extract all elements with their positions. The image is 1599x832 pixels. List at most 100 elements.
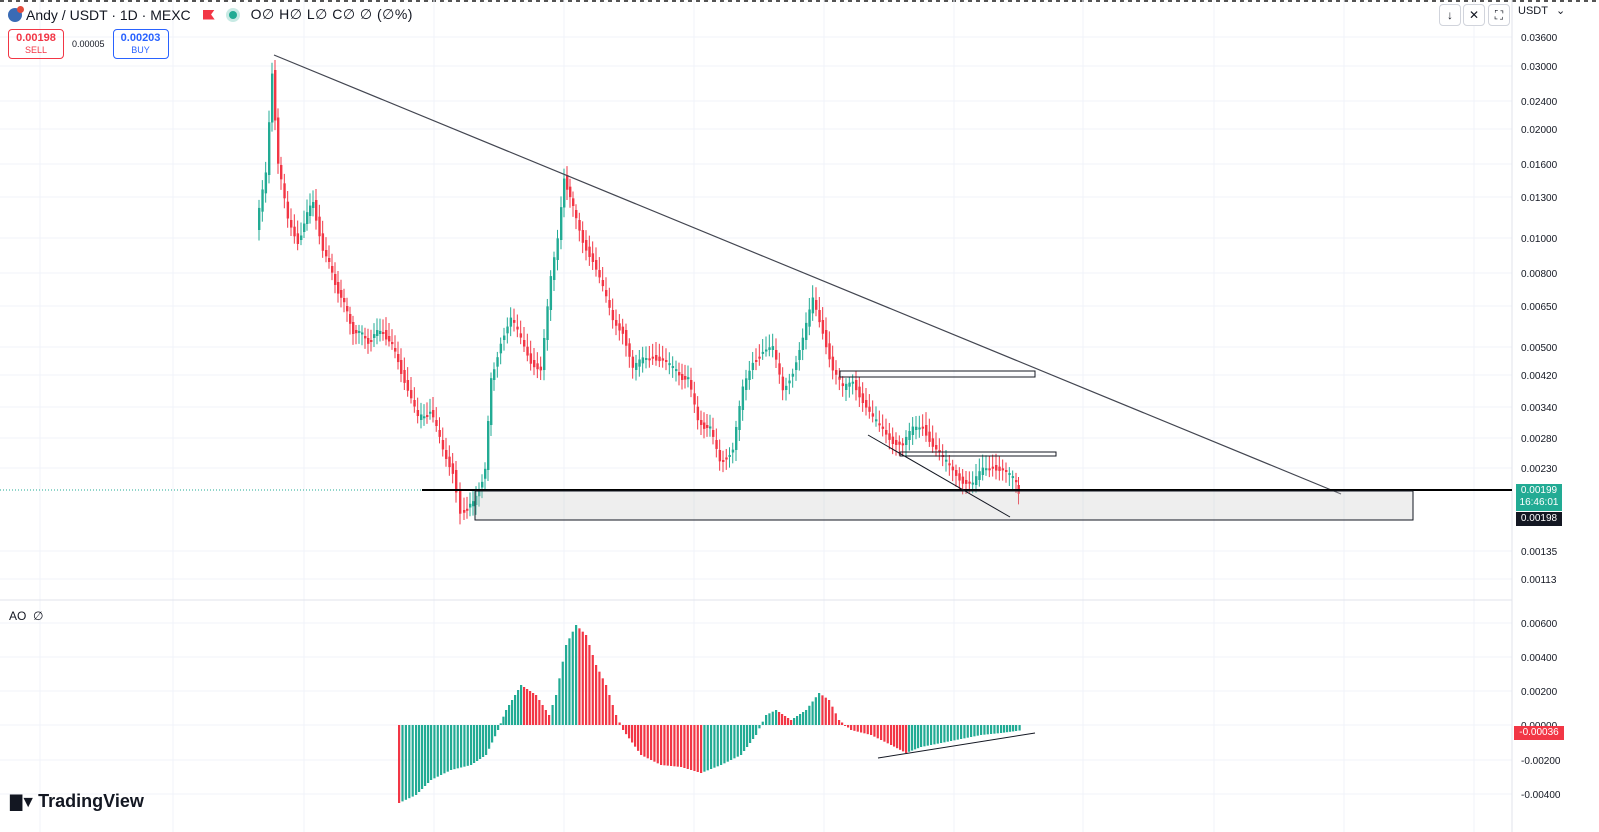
ao-bar [526, 689, 529, 725]
candle-body [403, 370, 406, 383]
ao-bar [637, 725, 640, 751]
candle-body [995, 465, 998, 471]
candle-body [718, 450, 722, 462]
ao-bar [790, 720, 793, 725]
candle-body [352, 322, 355, 334]
ao-divergence-line[interactable] [877, 732, 1036, 759]
ao-bar [398, 725, 401, 803]
candle-body [572, 198, 575, 207]
candle-body [490, 378, 493, 425]
candle-body [519, 333, 523, 338]
candle-body [529, 353, 533, 364]
candle-body [885, 430, 888, 435]
ao-bar [905, 725, 908, 753]
ao-bar [853, 725, 856, 731]
price-tick-label: 0.03600 [1521, 33, 1558, 44]
candle-body [811, 297, 815, 314]
support-zone-rectangle[interactable] [474, 490, 1414, 521]
ao-bar [923, 725, 926, 747]
candle-body [865, 400, 868, 408]
price-tick-label: 0.00230 [1521, 464, 1558, 475]
price-tick-label: 0.00500 [1521, 343, 1558, 354]
candle-body [625, 330, 628, 346]
ao-bar [752, 725, 755, 739]
ao-bar [611, 705, 614, 725]
symbol-legend[interactable]: Andy / USDT · 1D · MEXC O∅ H∅ L∅ C∅ ∅ (∅… [8, 5, 413, 23]
ao-bar [535, 695, 538, 725]
fullscreen-button[interactable]: ⛶ [1488, 4, 1510, 26]
candle-body [601, 280, 605, 287]
ao-bar [427, 725, 430, 783]
candle-body [778, 363, 781, 375]
ao-bar [844, 725, 847, 726]
candle-body [429, 411, 432, 414]
descending-trendline[interactable] [273, 54, 1342, 495]
candle-body [712, 430, 715, 437]
collapse-button[interactable]: ✕ [1463, 4, 1485, 26]
candle-body [815, 300, 818, 310]
price-tick-label: 0.00340 [1521, 403, 1558, 414]
ao-bar [666, 725, 669, 766]
ao-bar [926, 725, 929, 746]
candle-body [615, 320, 618, 326]
ao-bar [615, 715, 618, 725]
wedge-lower-line[interactable] [867, 434, 1011, 518]
candle-body [801, 337, 805, 350]
buy-button[interactable]: 0.00203 BUY [112, 29, 169, 59]
ao-bar [960, 725, 963, 739]
candle-body [306, 212, 309, 224]
candle-body [878, 423, 881, 426]
candle-body [334, 274, 337, 285]
ao-bar [1012, 725, 1015, 732]
candle-body [325, 250, 328, 257]
ao-bar [663, 725, 666, 766]
candle-body [921, 426, 925, 429]
price-axis[interactable]: 0.03600 0.03000 0.02400 0.02000 0.01600 0.013… [1521, 33, 1558, 586]
candle-body [991, 466, 995, 469]
candle-body [397, 354, 400, 363]
ao-bar [973, 725, 976, 737]
symbol-title[interactable]: Andy / USDT · 1D · MEXC [26, 6, 191, 23]
candle-body [406, 380, 410, 391]
spread-value: 0.00005 [72, 39, 105, 49]
candle-body [981, 467, 985, 475]
candle-body [496, 357, 499, 367]
candle-body [785, 385, 788, 390]
candle-body [915, 426, 918, 430]
price-tick-label: 0.01000 [1521, 234, 1558, 245]
candle-body [526, 346, 529, 356]
tradingview-watermark[interactable]: ▇▼ TradingView [10, 791, 144, 812]
candle-body [261, 189, 264, 212]
candle-body [965, 480, 968, 484]
resistance-box-1[interactable] [839, 370, 1036, 378]
ao-bar [956, 725, 959, 740]
sell-button[interactable]: 0.00198 SELL [8, 29, 64, 59]
ao-indicator-legend[interactable]: AO ∅ [9, 609, 43, 623]
resistance-box-2[interactable] [899, 451, 1057, 457]
ao-tick-label: 0.00600 [1521, 619, 1558, 630]
candle-body [459, 490, 462, 514]
ao-bar [479, 725, 482, 759]
ao-bar [710, 725, 713, 769]
ao-current-value-tag: -0.00036 [1514, 726, 1564, 740]
ao-bar [778, 712, 781, 725]
buy-price: 0.00203 [120, 32, 161, 44]
candle-body [303, 223, 306, 232]
flag-icon[interactable] [202, 9, 215, 20]
ao-axis[interactable]: 0.006000.004000.002000.00000-0.00200-0.0… [1521, 619, 1561, 801]
candle-body [478, 491, 481, 497]
ao-bar [541, 705, 544, 725]
ao-bar [993, 725, 996, 734]
candle-body [665, 360, 668, 362]
candle-body [895, 440, 898, 445]
ao-bar [886, 725, 889, 744]
candle-body [385, 330, 388, 340]
candle-body [645, 357, 648, 360]
candle-body [978, 471, 981, 480]
candle-body [618, 323, 621, 331]
ao-bar [930, 725, 933, 745]
ao-bar [548, 715, 551, 725]
currency-selector[interactable]: USDT ⌄ [1518, 4, 1565, 18]
download-button[interactable]: ↓ [1439, 4, 1461, 26]
